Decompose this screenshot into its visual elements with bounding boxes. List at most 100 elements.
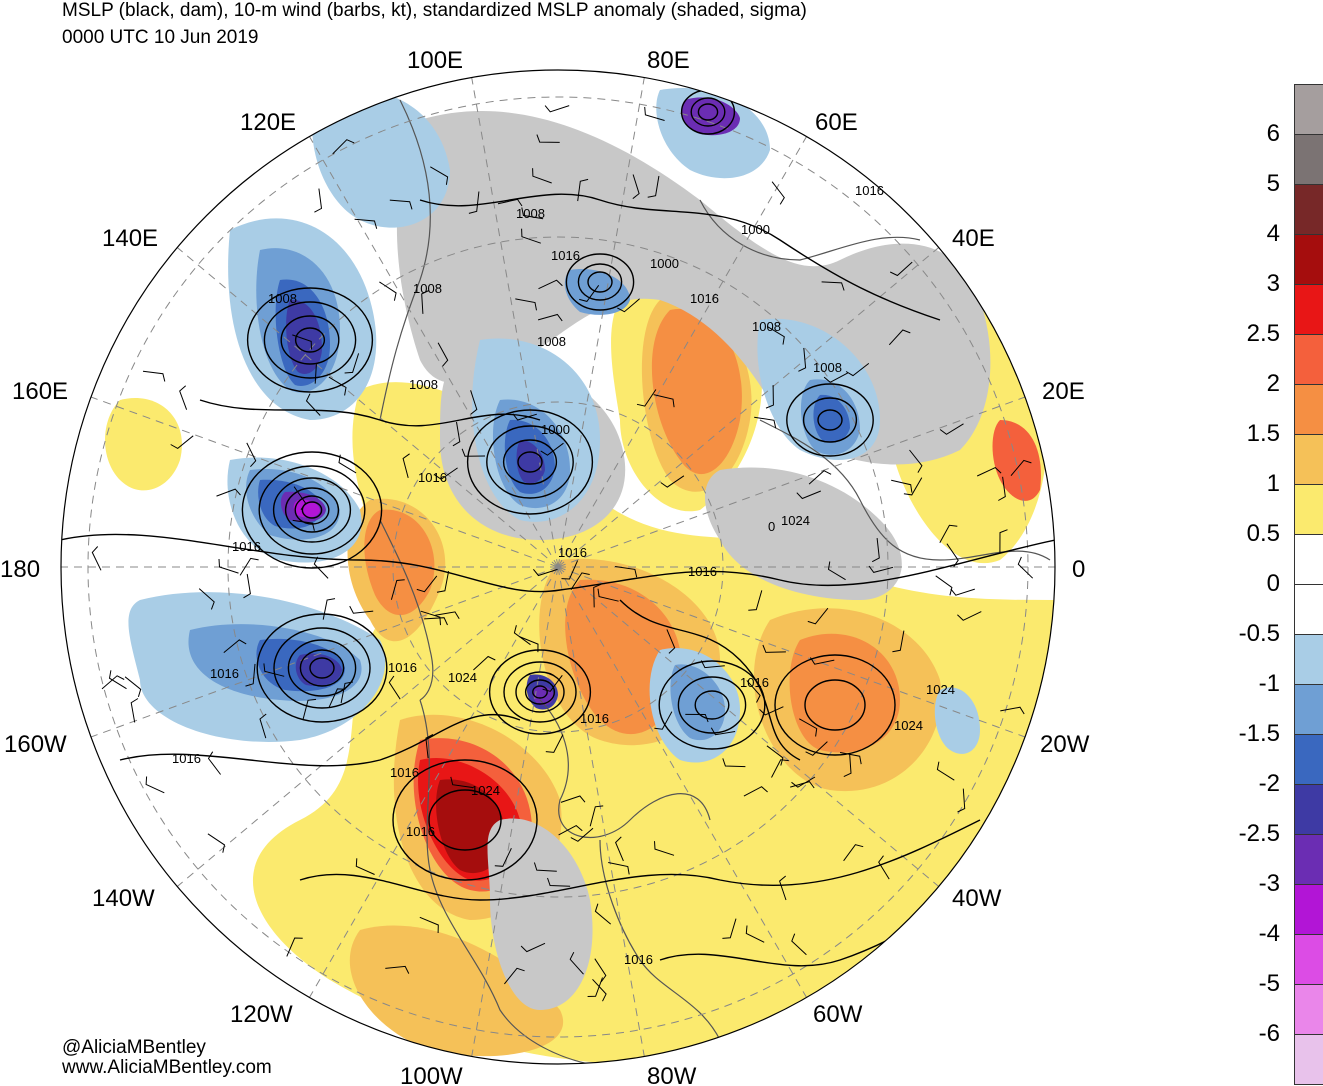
isobar-ring-9	[273, 627, 371, 709]
isobar-ring-38	[804, 679, 866, 731]
wind-barb	[647, 175, 660, 198]
isobar-label: 1016	[418, 470, 447, 485]
wind-barb	[520, 942, 546, 953]
isobar-ring-18	[503, 661, 577, 723]
colorbar-swatch	[1294, 1034, 1323, 1085]
wind-barb	[871, 538, 880, 563]
colorbar-label: -2	[1258, 770, 1280, 797]
wind-barb	[434, 467, 458, 480]
wind-barb	[561, 560, 579, 580]
wind-barb	[538, 279, 563, 290]
wind-barb	[452, 421, 461, 447]
wind-barb	[743, 786, 768, 797]
colorbar-label: 6	[1266, 120, 1280, 147]
colorbar-label: -1	[1258, 670, 1280, 697]
colorbar-swatch	[1294, 434, 1323, 484]
wind-barb	[654, 841, 675, 856]
wind-barb	[843, 844, 864, 862]
wind-barb	[560, 795, 586, 803]
wind-barb	[957, 611, 982, 621]
wind-barb	[700, 660, 725, 669]
coastline-2	[599, 839, 721, 1041]
wind-barb	[903, 477, 923, 496]
isobar-ring-36	[428, 789, 502, 851]
isobar-ring-0	[301, 501, 323, 519]
wind-barb	[771, 759, 789, 778]
colorbar-swatch	[1294, 334, 1323, 384]
colorbar-swatch	[1294, 634, 1323, 684]
map-valid-time: 0000 UTC 10 Jun 2019	[62, 27, 259, 48]
wind-barb	[570, 827, 594, 842]
wind-barb	[843, 753, 852, 778]
wind-barb	[322, 598, 336, 620]
isobar-ring-35	[565, 253, 635, 311]
wind-barb	[385, 965, 410, 974]
wind-barb	[101, 675, 125, 690]
isobar-label: 1008	[516, 206, 545, 221]
longitude-label-40e: 40E	[952, 225, 995, 252]
wind-barb	[314, 188, 323, 213]
wind-barb	[878, 855, 890, 880]
wind-barb	[766, 745, 784, 766]
wind-barb	[790, 781, 815, 789]
wind-barb	[388, 675, 401, 700]
isobar-ring-3	[272, 477, 352, 543]
colorbar-label: 3	[1266, 270, 1280, 297]
longitude-label-60w: 60W	[813, 1001, 863, 1028]
isobar-ring-4	[258, 465, 366, 555]
wind-barb	[424, 617, 448, 626]
land-outline	[379, 99, 1051, 1064]
wind-barb	[314, 360, 325, 384]
wind-barb	[259, 713, 267, 739]
colorbar-swatch	[1294, 384, 1323, 434]
coastline-0	[419, 699, 601, 1064]
colorbar	[1294, 84, 1323, 1085]
colorbar-label: 2.5	[1246, 320, 1280, 347]
isobar-ring-16	[524, 679, 556, 705]
colorbar-swatch	[1294, 184, 1323, 234]
wind-barb	[950, 588, 975, 596]
wind-barb	[521, 207, 544, 220]
wind-barb	[547, 877, 571, 887]
isobar-ring-30	[817, 409, 843, 431]
wind-barb	[142, 370, 166, 382]
isobar-label: 1016	[551, 248, 580, 263]
longitude-label-160e: 160E	[12, 378, 68, 405]
anomaly-magenta-pacific	[293, 499, 320, 518]
wind-barb	[799, 718, 818, 737]
wind-barb	[617, 298, 640, 313]
isobar-ring-8	[287, 639, 357, 697]
colorbar-label: -3	[1258, 870, 1280, 897]
wind-barb	[145, 776, 165, 794]
anomaly-blue4-kamchatka	[286, 299, 322, 374]
wind-barb	[419, 916, 439, 934]
isobar-label: 1016	[624, 952, 653, 967]
wind-barb	[791, 776, 816, 788]
colorbar-label: -1.5	[1238, 720, 1280, 747]
isobar-ring-33	[587, 271, 613, 293]
wind-barb	[593, 583, 602, 608]
wind-barb	[545, 734, 564, 753]
wind-barb	[722, 758, 746, 768]
wind-barb	[245, 663, 256, 687]
wind-barb	[798, 347, 807, 372]
map-title: MSLP (black, dam), 10-m wind (barbs, kt)…	[62, 0, 807, 21]
wind-barb	[402, 453, 410, 479]
isobar-label: 1024	[448, 670, 477, 685]
coastline-3	[379, 519, 434, 701]
isobar-ring-6	[309, 657, 335, 679]
wind-barb	[435, 611, 460, 620]
isobar-label: 1016	[232, 539, 261, 554]
isobar-ring-14	[246, 287, 374, 393]
wind-barb	[207, 751, 221, 775]
wind-barb	[91, 546, 102, 571]
colorbar-swatch	[1294, 134, 1323, 184]
isobar-ring-13	[263, 301, 357, 379]
wind-barb	[263, 663, 285, 677]
wind-barb	[416, 575, 438, 593]
wind-barb	[179, 385, 188, 410]
wind-barb	[340, 681, 353, 704]
wind-barb	[293, 486, 307, 510]
wind-barb	[379, 281, 397, 301]
